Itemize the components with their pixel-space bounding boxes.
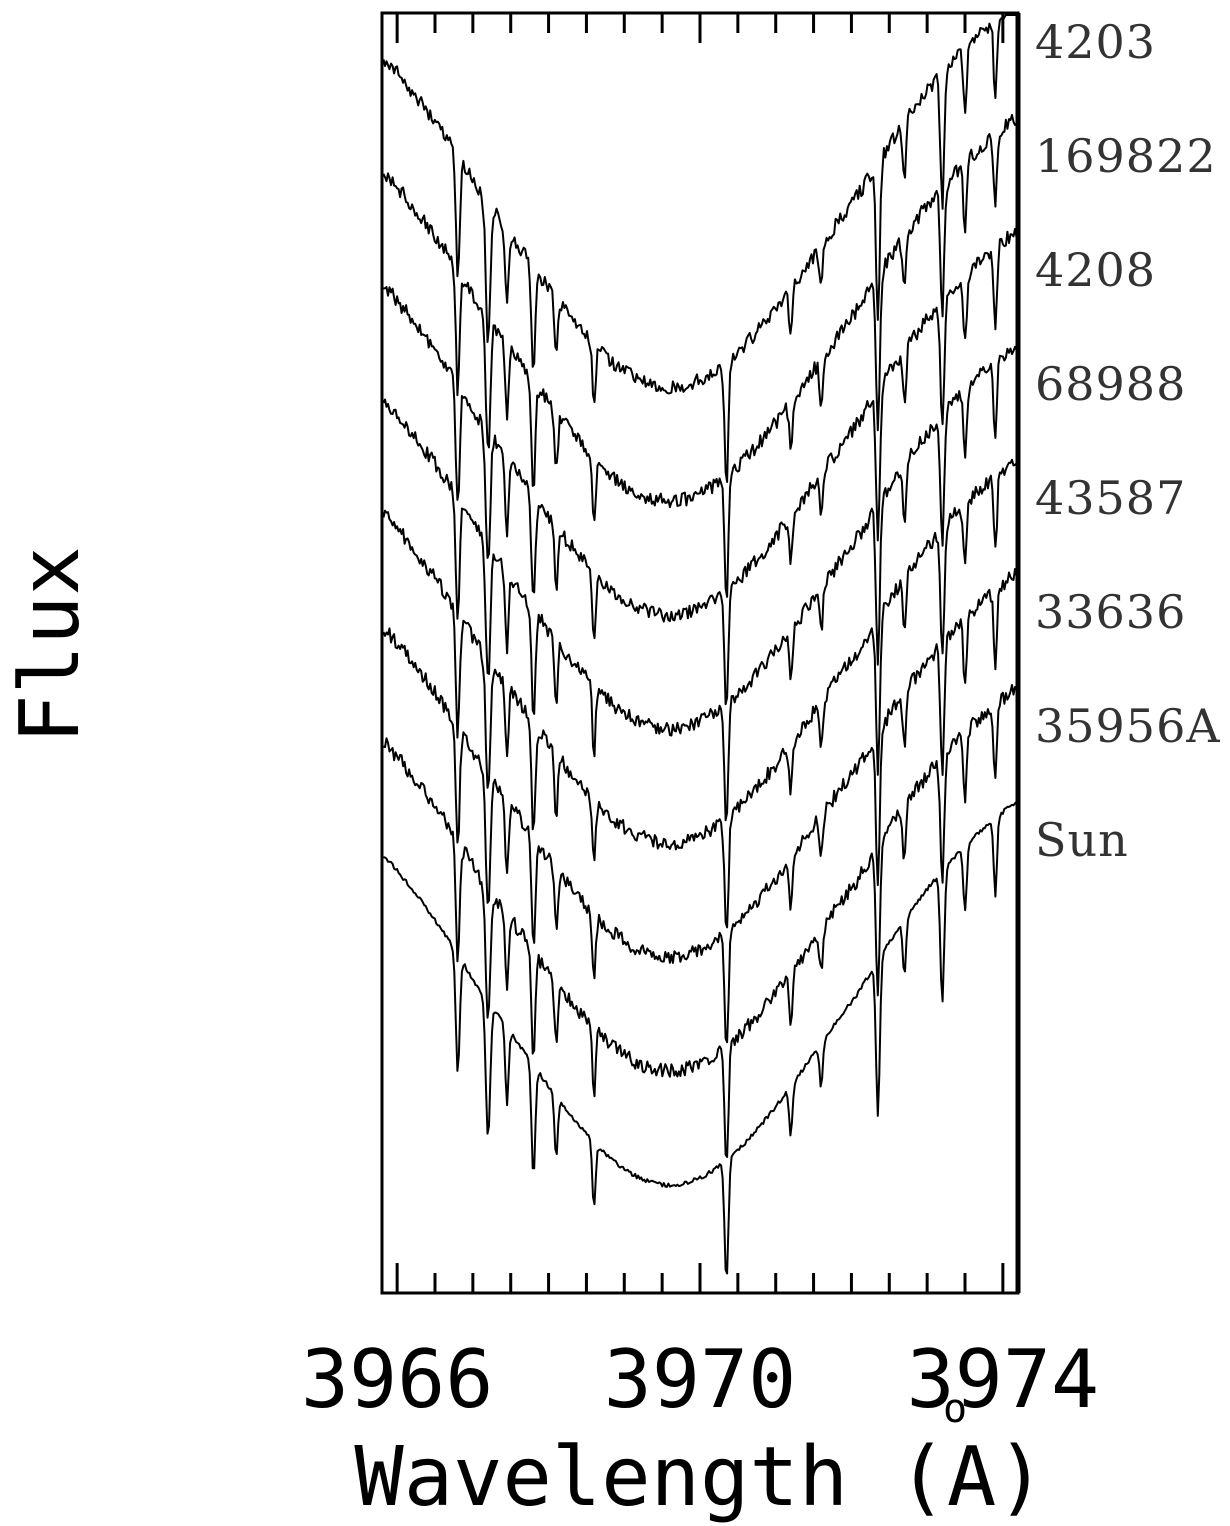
angstrom-ring: o	[943, 1386, 967, 1432]
spectrum-line-35956A	[383, 684, 1018, 1158]
spectrum-line-33636	[382, 568, 1018, 1044]
x-ticks	[395, 13, 1005, 1293]
spectrum-line-Sun	[383, 801, 1018, 1275]
series-label: 4203	[1035, 15, 1156, 69]
x-tick-label: 3966	[301, 1333, 494, 1426]
series-labels: 4203 169822 4208 68988 43587 33636 35956A Sun	[1035, 15, 1221, 867]
plot-frame	[380, 11, 1020, 1295]
series-label: 35956A	[1035, 699, 1221, 753]
spectrum-line-4208	[383, 227, 1018, 706]
x-tick-label: 3974	[907, 1333, 1100, 1426]
x-tick-label: 3970	[604, 1333, 797, 1426]
spectrum-line-4203	[382, 14, 1017, 483]
series-label: Sun	[1035, 813, 1129, 867]
series-label: 4208	[1035, 243, 1156, 297]
x-axis-title: Wavelength (A)	[354, 1430, 1045, 1525]
y-axis-title: Flux	[3, 546, 98, 743]
spectra-layer	[382, 14, 1018, 1275]
spectrum-line-169822	[382, 113, 1018, 598]
series-label: 33636	[1035, 585, 1186, 639]
series-label: 169822	[1035, 129, 1217, 183]
spectrum-line-68988	[382, 345, 1018, 822]
x-tick-labels: 3966 3970 3974	[301, 1333, 1099, 1426]
spectrum-line-43587	[382, 458, 1018, 929]
series-label: 68988	[1035, 357, 1186, 411]
series-label: 43587	[1035, 471, 1186, 525]
